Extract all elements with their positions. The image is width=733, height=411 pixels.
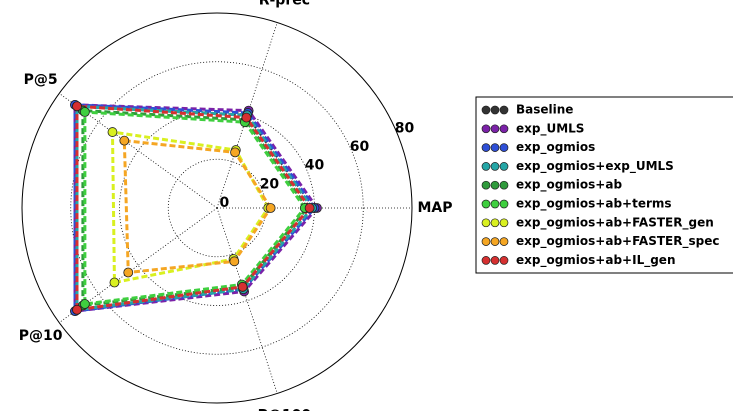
series-line [110,130,270,285]
legend-marker [490,105,500,115]
legend-marker [490,256,500,265]
legend-marker [499,256,509,265]
legend-label: exp_UMLS [516,121,584,136]
legend-marker [490,199,500,209]
data-point [119,135,130,146]
data-point [107,127,118,137]
legend-marker [481,124,491,134]
legend-label: exp_ogmios+ab+IL_gen [516,253,676,268]
legend-marker [490,143,500,152]
plot [70,99,322,317]
series-line [75,104,314,312]
legend-marker [490,124,500,134]
spoke [216,22,278,209]
data-point [241,112,252,123]
legend-label: exp_ogmios+ab+FASTER_spec [516,234,719,249]
legend-marker [499,180,509,190]
legend-marker [481,218,491,228]
legend-marker [490,218,500,228]
axis-label: P@100 [258,407,312,411]
data-point [230,147,240,158]
outer-ring [21,12,413,404]
data-point [79,107,90,117]
legend-marker [481,105,491,115]
data-point [304,203,315,213]
legend-marker [499,237,509,246]
series-line [73,103,319,313]
legend-marker [499,218,509,228]
legend-marker [481,143,491,152]
data-point [109,277,120,288]
legend: Baseline exp_UMLS exp_ogmios exp_ogmios+exp… [475,96,733,274]
legend-box [475,96,733,274]
legend-label: exp_ogmios+ab [516,178,622,193]
axis-label: P@10 [19,328,63,344]
legend-marker [490,162,500,171]
legend-marker [481,162,491,171]
data-point [72,101,82,112]
data-point [237,281,248,292]
legend-marker [481,256,491,265]
legend-label: Baseline [516,103,573,117]
data-point [72,304,82,315]
legend-marker [481,199,491,209]
axis-label: P@5 [24,72,58,88]
legend-marker [481,180,491,190]
data-point [265,203,276,213]
r-tick-label: 20 [260,176,280,192]
r-tick-label: 0 [220,195,230,211]
legend-marker [490,180,500,190]
legend-marker [499,199,509,209]
legend-label: exp_ogmios+ab+terms [516,197,672,212]
r-tick-label: 60 [350,139,370,155]
legend-label: exp_ogmios+exp_UMLS [516,159,674,174]
legend-marker [499,124,509,134]
r-tick-label: 40 [305,158,325,174]
r-tick-label: 80 [395,120,415,136]
legend-marker [499,105,509,115]
legend-marker [490,237,500,246]
axis-label: R-prec [259,0,310,9]
legend-marker [481,237,491,246]
legend-marker [499,162,509,171]
data-point [79,299,90,309]
legend-label: exp_ogmios+ab+FASTER_gen [516,215,714,230]
data-point [123,267,134,278]
series-line [73,103,317,313]
series-line [122,138,273,275]
legend-marker [499,143,509,152]
axis-label: MAP [417,200,452,216]
data-point [229,256,240,267]
series-line [83,110,307,306]
legend-label: exp_ogmios [516,140,595,155]
series-line [75,104,312,312]
grid-ring [70,61,364,355]
spoke [216,207,278,394]
